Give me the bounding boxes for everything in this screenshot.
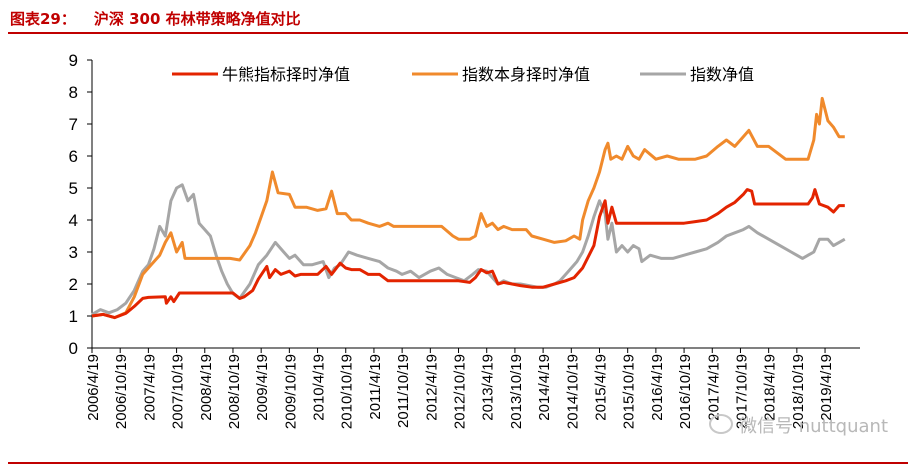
x-tick-label: 2007/4/19 (141, 354, 158, 421)
x-tick-label: 2016/10/19 (677, 354, 694, 429)
x-tick-label: 2012/10/19 (452, 354, 469, 429)
series-line (91, 188, 845, 320)
y-tick-label: 6 (69, 147, 78, 166)
x-tick-label: 2015/10/19 (621, 354, 638, 429)
series-line (91, 96, 845, 320)
series-line (91, 183, 846, 316)
watermark-text: 微信号 nuttquant (739, 416, 888, 437)
y-tick-label: 9 (69, 51, 78, 70)
x-tick-label: 2009/10/19 (282, 354, 299, 429)
x-tick-label: 2015/4/19 (592, 354, 609, 421)
y-tick-label: 8 (69, 83, 78, 102)
figure-title: 图表29： 沪深 300 布林带策略净值对比 (10, 8, 319, 30)
x-tick-label: 2010/4/19 (311, 354, 328, 421)
x-tick-label: 2017/4/19 (705, 354, 722, 421)
x-tick-label: 2009/4/19 (254, 354, 271, 421)
x-tick-label: 2011/10/19 (395, 354, 412, 428)
x-tick-label: 2014/10/19 (564, 354, 581, 429)
title-rule (8, 32, 908, 34)
x-tick-label: 2011/4/19 (367, 354, 384, 420)
x-tick-label: 2006/10/19 (113, 354, 130, 429)
x-tick-label: 2008/4/19 (198, 354, 215, 421)
x-tick-label: 2018/4/19 (762, 354, 779, 421)
y-tick-label: 2 (69, 275, 78, 294)
legend-label: 指数净值 (690, 65, 754, 84)
x-tick-label: 2006/4/19 (85, 354, 102, 421)
x-tick-label: 2008/10/19 (226, 354, 243, 429)
x-tick-label: 2013/4/19 (480, 354, 497, 421)
figure-label: 图表29： (10, 10, 76, 28)
x-tick-label: 2019/4/19 (818, 354, 835, 421)
y-tick-label: 1 (69, 307, 78, 326)
x-tick-label: 2010/10/19 (339, 354, 356, 429)
x-tick-label: 2018/10/19 (790, 354, 807, 429)
watermark: 微信号 nuttquant (709, 412, 888, 438)
x-tick-label: 2013/10/19 (508, 354, 525, 429)
footer-rule (8, 462, 908, 464)
y-tick-label: 3 (69, 243, 78, 262)
figure-caption: 沪深 300 布林带策略净值对比 (93, 10, 301, 28)
wechat-icon (709, 414, 734, 434)
x-tick-label: 2012/4/19 (423, 354, 440, 421)
y-tick-label: 4 (69, 211, 78, 230)
y-tick-label: 5 (69, 179, 78, 198)
legend-label: 指数本身择时净值 (462, 65, 590, 84)
x-tick-label: 2016/4/19 (649, 354, 666, 421)
x-tick-label: 2017/10/19 (733, 354, 750, 429)
y-tick-label: 7 (69, 115, 78, 134)
y-tick-label: 0 (69, 339, 78, 358)
x-tick-label: 2007/10/19 (170, 354, 187, 429)
legend-label: 牛熊指标择时净值 (222, 65, 350, 84)
x-tick-label: 2014/4/19 (536, 354, 553, 421)
